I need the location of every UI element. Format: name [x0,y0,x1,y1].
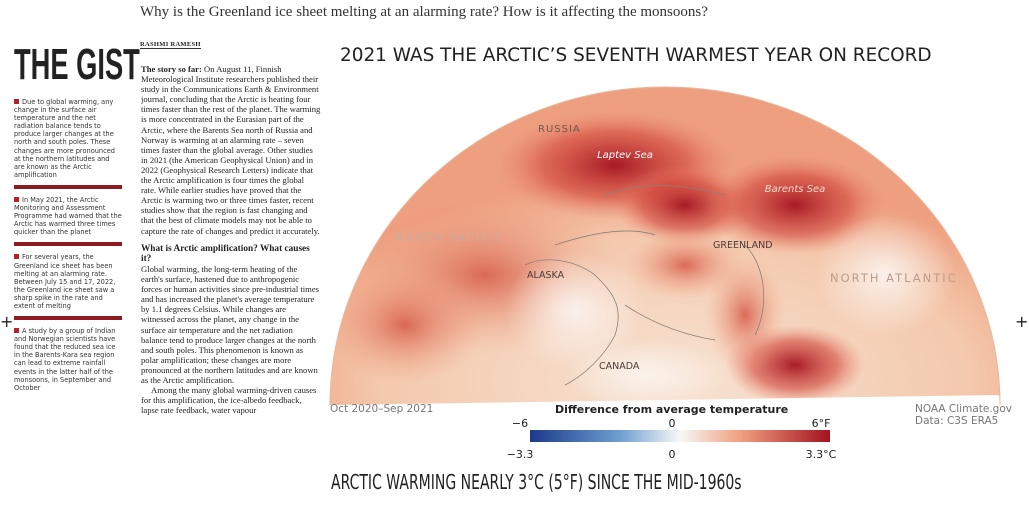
map-label: GREENLAND [713,240,773,251]
bottom-title: ARCTIC WARMING NEARLY 3°C (5°F) SINCE TH… [331,470,742,494]
gist-text: In May 2021, the Arctic Monitoring and A… [14,195,122,237]
gist-list: Due to global warming, any change in the… [14,98,122,405]
intro-text: On August 11, Finnish Meteorological Ins… [141,64,321,236]
article: The story so far: On August 11, Finnish … [141,64,321,505]
bullet-square [14,254,19,260]
scale-label-f: 0 [669,417,676,430]
paragraph: Global warming, the long-term heating of… [141,264,320,386]
gist-title: THE GIST [14,40,140,89]
gist-item: For several years, the Greenland ice she… [14,253,122,321]
map-label: RUSSIA [538,124,581,135]
gist-text: Due to global warming, any change in the… [14,98,115,179]
bullet-square [14,99,19,104]
credit: NOAA Climate.gov [915,403,1012,415]
gist-text: A study by a group of Indian and Norwegi… [14,327,116,392]
gist-item: Due to global warming, any change in the… [14,98,122,189]
lead: The story so far: [141,64,202,74]
scale-label-c: 3.3°C [806,448,837,461]
subhead: What is Arctic amplification? What cause… [141,243,310,264]
map-label: NORTH ATLANTIC [830,271,958,285]
bullet-square [14,196,19,202]
scale-label-c: −3.3 [507,448,534,461]
graphic-title: 2021 WAS THE ARCTIC’S SEVENTH WARMEST YE… [340,44,932,66]
map-label: Barents Sea [765,184,826,195]
headline: Why is the Greenland ice sheet melting a… [140,4,708,20]
map-label: ALASKA [527,270,565,281]
map-label: CANADA [599,361,640,372]
intro: The story so far: On August 11, Finnish … [141,64,321,236]
registration-mark: + [0,312,14,331]
scale-label-c: 0 [669,448,676,461]
bullet-square [14,328,19,334]
map-label: Laptev Sea [597,150,653,161]
scale-label-f: −6 [512,417,528,430]
temperature-map [330,87,1000,405]
color-bar [530,430,830,442]
paragraph: Among the many global warming-driven cau… [141,385,317,416]
paragraphs: Global warming, the long-term heating of… [141,264,321,415]
map-label: NORTH PACIFIC [395,231,505,244]
registration-mark: + [1015,312,1029,331]
gist-item: In May 2021, the Arctic Monitoring and A… [14,195,122,247]
legend-title: Difference from average temperature [555,403,788,416]
source: Data: C3S ERA5 [915,415,998,427]
scale-label-f: 6°F [812,417,831,430]
gist-item: A study by a group of Indian and Norwegi… [14,327,122,398]
gist-text: For several years, the Greenland ice she… [14,253,116,310]
byline: RASHMI RAMESH [140,41,201,49]
period: Oct 2020–Sep 2021 [330,403,433,415]
map-graphic: RUSSIA Laptev Sea Barents Sea NORTH PACIFIC… [329,86,1012,461]
